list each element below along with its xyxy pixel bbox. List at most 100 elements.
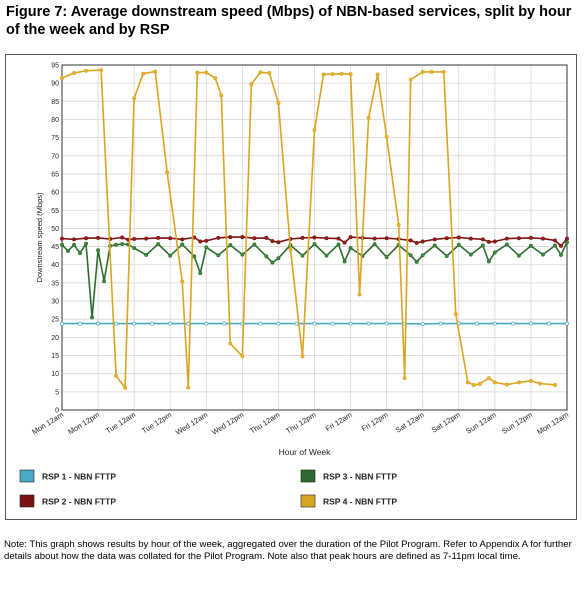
data-point <box>204 245 209 250</box>
data-point <box>504 236 509 241</box>
x-tick-label: Sat 12am <box>394 410 426 435</box>
chart-frame: 0 5 10 15 20 25 30 35 40 45 50 55 60 65 70 75 80 85 90 95 Mo… <box>5 54 577 520</box>
data-point <box>240 235 245 240</box>
data-point <box>432 237 437 242</box>
data-point <box>114 321 119 326</box>
line-chart: 0 5 10 15 20 25 30 35 40 45 50 55 60 65 70 75 80 85 90 95 Mo… <box>19 63 570 508</box>
data-point <box>222 321 227 326</box>
data-point <box>486 376 491 380</box>
data-point <box>456 242 461 247</box>
data-point <box>72 242 76 247</box>
data-point <box>486 239 491 244</box>
data-point <box>114 242 119 247</box>
x-tick-label: Mon 12pm <box>66 410 101 436</box>
x-tick-label: Tue 12pm <box>140 410 173 435</box>
y-tick-label: 0 <box>55 408 59 415</box>
data-point <box>565 240 569 245</box>
data-point <box>429 69 434 74</box>
data-point <box>559 252 563 257</box>
data-point <box>357 292 362 297</box>
x-tick-label: Thu 12pm <box>284 410 317 436</box>
y-tick-label: 25 <box>51 317 59 324</box>
data-point <box>78 321 82 326</box>
data-point <box>132 246 137 250</box>
data-point <box>123 385 128 390</box>
data-point <box>477 381 482 386</box>
data-point <box>366 115 371 120</box>
data-point <box>312 321 317 326</box>
data-point <box>441 69 446 74</box>
data-point <box>276 321 281 326</box>
data-point <box>258 321 263 326</box>
data-point <box>408 253 413 258</box>
series-layer <box>60 68 569 390</box>
x-axis-label: Hour of Week <box>279 447 332 457</box>
data-point <box>474 321 479 326</box>
data-point <box>216 253 221 258</box>
data-point <box>541 252 545 257</box>
data-point <box>516 253 521 258</box>
data-point <box>141 71 146 76</box>
x-tick-label: Wed 12am <box>174 410 209 437</box>
data-point <box>420 239 425 244</box>
data-point <box>84 241 88 246</box>
data-point <box>102 279 107 284</box>
x-tick-label: Mon 12am <box>30 410 65 436</box>
data-point <box>180 237 185 242</box>
data-point <box>66 248 70 253</box>
data-point <box>258 70 263 75</box>
y-axis-label: Downstream speed (Mbps) <box>35 192 44 283</box>
data-point <box>165 170 170 175</box>
data-point <box>528 243 533 248</box>
data-point <box>216 235 221 240</box>
data-point <box>348 235 353 240</box>
x-tick-label: Sun 12pm <box>500 410 534 436</box>
y-tick-label: 40 <box>51 262 59 269</box>
data-point <box>168 253 173 258</box>
data-point <box>213 76 218 81</box>
data-point <box>270 260 275 265</box>
data-point <box>294 321 299 326</box>
data-point <box>240 354 245 359</box>
data-point <box>492 239 497 244</box>
data-point <box>228 235 233 240</box>
data-point <box>528 321 533 326</box>
data-point <box>84 68 88 73</box>
data-point <box>132 96 137 101</box>
data-point <box>480 243 485 248</box>
data-point <box>78 251 82 256</box>
legend-swatch <box>19 469 35 483</box>
data-point <box>240 252 245 257</box>
x-tick-label: Sat 12pm <box>430 410 462 435</box>
data-point <box>420 321 425 326</box>
data-point <box>348 72 353 77</box>
tick-layer: 0 5 10 15 20 25 30 35 40 45 50 55 60 65 70 75 80 85 90 95 Mo… <box>30 63 570 437</box>
data-point <box>510 321 515 326</box>
legend-swatch <box>300 469 316 483</box>
data-point <box>144 252 149 257</box>
data-point <box>288 247 293 252</box>
data-point <box>90 315 95 320</box>
x-tick-label: Thu 12am <box>248 410 281 436</box>
data-point <box>96 321 101 326</box>
data-point <box>276 101 281 106</box>
series-line <box>61 69 556 389</box>
data-point <box>198 271 203 276</box>
data-point <box>366 321 371 326</box>
data-point <box>516 380 521 385</box>
data-point <box>120 235 125 240</box>
y-tick-label: 85 <box>51 99 59 106</box>
data-point <box>180 242 185 247</box>
data-point <box>252 242 257 247</box>
data-point <box>541 236 545 241</box>
data-point <box>432 243 437 248</box>
data-point <box>492 250 497 255</box>
y-tick-label: 50 <box>51 226 59 233</box>
data-point <box>312 242 317 246</box>
data-point <box>456 235 461 240</box>
data-point <box>408 77 413 82</box>
data-point <box>204 70 209 75</box>
legend-swatch <box>300 494 316 508</box>
data-point <box>204 321 209 326</box>
data-point <box>465 380 470 385</box>
